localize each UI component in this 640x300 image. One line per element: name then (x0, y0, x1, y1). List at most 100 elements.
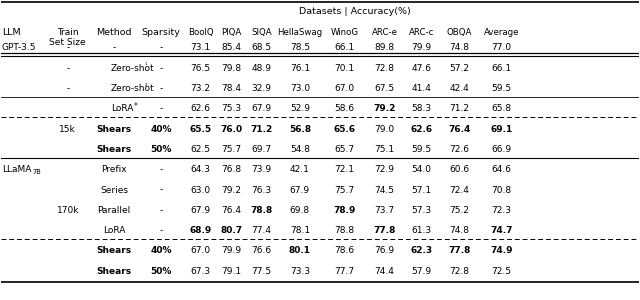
Text: 76.1: 76.1 (290, 64, 310, 73)
Text: 79.9: 79.9 (412, 44, 431, 52)
Text: -: - (66, 84, 69, 93)
Text: 69.8: 69.8 (290, 206, 310, 215)
Text: 65.5: 65.5 (189, 124, 212, 134)
Text: Method: Method (96, 28, 132, 37)
Text: 72.5: 72.5 (492, 267, 511, 276)
Text: 74.7: 74.7 (490, 226, 513, 235)
Text: ARC-e: ARC-e (371, 28, 397, 37)
Text: 41.4: 41.4 (412, 84, 431, 93)
Text: 60.6: 60.6 (449, 165, 469, 174)
Text: 7B: 7B (33, 169, 42, 175)
Text: LLaMA: LLaMA (2, 165, 31, 174)
Text: Average: Average (484, 28, 519, 37)
Text: 47.6: 47.6 (412, 64, 431, 73)
Text: 76.8: 76.8 (221, 165, 242, 174)
Text: Sparsity: Sparsity (142, 28, 180, 37)
Text: Parallel: Parallel (97, 206, 131, 215)
Text: 76.9: 76.9 (374, 246, 395, 255)
Text: 170k: 170k (56, 206, 79, 215)
Text: 78.8: 78.8 (250, 206, 273, 215)
Text: 50%: 50% (150, 267, 172, 276)
Text: 68.5: 68.5 (252, 44, 271, 52)
Text: 72.1: 72.1 (335, 165, 355, 174)
Text: -: - (66, 44, 69, 52)
Text: 79.8: 79.8 (221, 64, 242, 73)
Text: 78.9: 78.9 (333, 206, 356, 215)
Text: -: - (160, 44, 163, 52)
Text: -: - (160, 64, 163, 73)
Text: PIQA: PIQA (221, 28, 242, 37)
Text: 58.6: 58.6 (335, 104, 355, 113)
Text: 67.0: 67.0 (191, 246, 211, 255)
Text: 73.1: 73.1 (191, 44, 211, 52)
Text: -: - (160, 104, 163, 113)
Text: LLM: LLM (2, 28, 20, 37)
Text: 73.9: 73.9 (252, 165, 271, 174)
Text: 75.7: 75.7 (221, 145, 242, 154)
Text: 70.1: 70.1 (335, 64, 355, 73)
Text: 57.3: 57.3 (412, 206, 431, 215)
Text: HellaSwag: HellaSwag (277, 28, 323, 37)
Text: 70.8: 70.8 (492, 185, 511, 194)
Text: 62.3: 62.3 (410, 246, 433, 255)
Text: -: - (160, 84, 163, 93)
Text: 68.9: 68.9 (189, 226, 212, 235)
Text: 76.3: 76.3 (252, 185, 271, 194)
Text: 85.4: 85.4 (221, 44, 241, 52)
Text: 67.9: 67.9 (252, 104, 271, 113)
Text: Datasets | Accuracy(%): Datasets | Accuracy(%) (299, 7, 410, 16)
Text: 73.2: 73.2 (191, 84, 211, 93)
Text: -: - (113, 44, 116, 52)
Text: 73.3: 73.3 (290, 267, 310, 276)
Text: SIQA: SIQA (252, 28, 272, 37)
Text: 79.0: 79.0 (374, 124, 395, 134)
Text: Shears: Shears (97, 267, 132, 276)
Text: 61.3: 61.3 (412, 226, 431, 235)
Text: 40%: 40% (150, 246, 172, 255)
Text: 56.8: 56.8 (289, 124, 311, 134)
Text: 15k: 15k (60, 124, 76, 134)
Text: 59.5: 59.5 (412, 145, 431, 154)
Text: 77.0: 77.0 (492, 44, 511, 52)
Text: 73.0: 73.0 (290, 84, 310, 93)
Text: 52.9: 52.9 (290, 104, 310, 113)
Text: 67.5: 67.5 (374, 84, 395, 93)
Text: 76.4: 76.4 (221, 206, 241, 215)
Text: 74.5: 74.5 (374, 185, 394, 194)
Text: 69.1: 69.1 (490, 124, 513, 134)
Text: 74.8: 74.8 (449, 226, 469, 235)
Text: 77.7: 77.7 (335, 267, 355, 276)
Text: 58.3: 58.3 (412, 104, 431, 113)
Text: 42.4: 42.4 (449, 84, 469, 93)
Text: Shears: Shears (97, 145, 132, 154)
Text: 48.9: 48.9 (252, 64, 271, 73)
Text: 79.9: 79.9 (221, 246, 242, 255)
Text: 80.7: 80.7 (221, 226, 243, 235)
Text: 74.8: 74.8 (449, 44, 469, 52)
Text: 79.2: 79.2 (373, 104, 396, 113)
Text: -: - (66, 64, 69, 73)
Text: 80.1: 80.1 (289, 246, 311, 255)
Text: 66.9: 66.9 (492, 145, 511, 154)
Text: 65.6: 65.6 (333, 124, 356, 134)
Text: 72.8: 72.8 (449, 267, 469, 276)
Text: ARC-c: ARC-c (409, 28, 434, 37)
Text: 76.4: 76.4 (448, 124, 470, 134)
Text: Series: Series (100, 185, 128, 194)
Text: 74.4: 74.4 (374, 267, 394, 276)
Text: 62.6: 62.6 (191, 104, 211, 113)
Text: 75.2: 75.2 (449, 206, 469, 215)
Text: 73.7: 73.7 (374, 206, 395, 215)
Text: 76.6: 76.6 (252, 246, 271, 255)
Text: 78.4: 78.4 (221, 84, 241, 93)
Text: -: - (160, 226, 163, 235)
Text: -: - (160, 165, 163, 174)
Text: 77.5: 77.5 (252, 267, 271, 276)
Text: 72.6: 72.6 (449, 145, 469, 154)
Text: 78.8: 78.8 (335, 226, 355, 235)
Text: 71.2: 71.2 (449, 104, 469, 113)
Text: 32.9: 32.9 (252, 84, 271, 93)
Text: LoRA: LoRA (111, 104, 133, 113)
Text: 89.8: 89.8 (374, 44, 395, 52)
Text: 62.6: 62.6 (410, 124, 433, 134)
